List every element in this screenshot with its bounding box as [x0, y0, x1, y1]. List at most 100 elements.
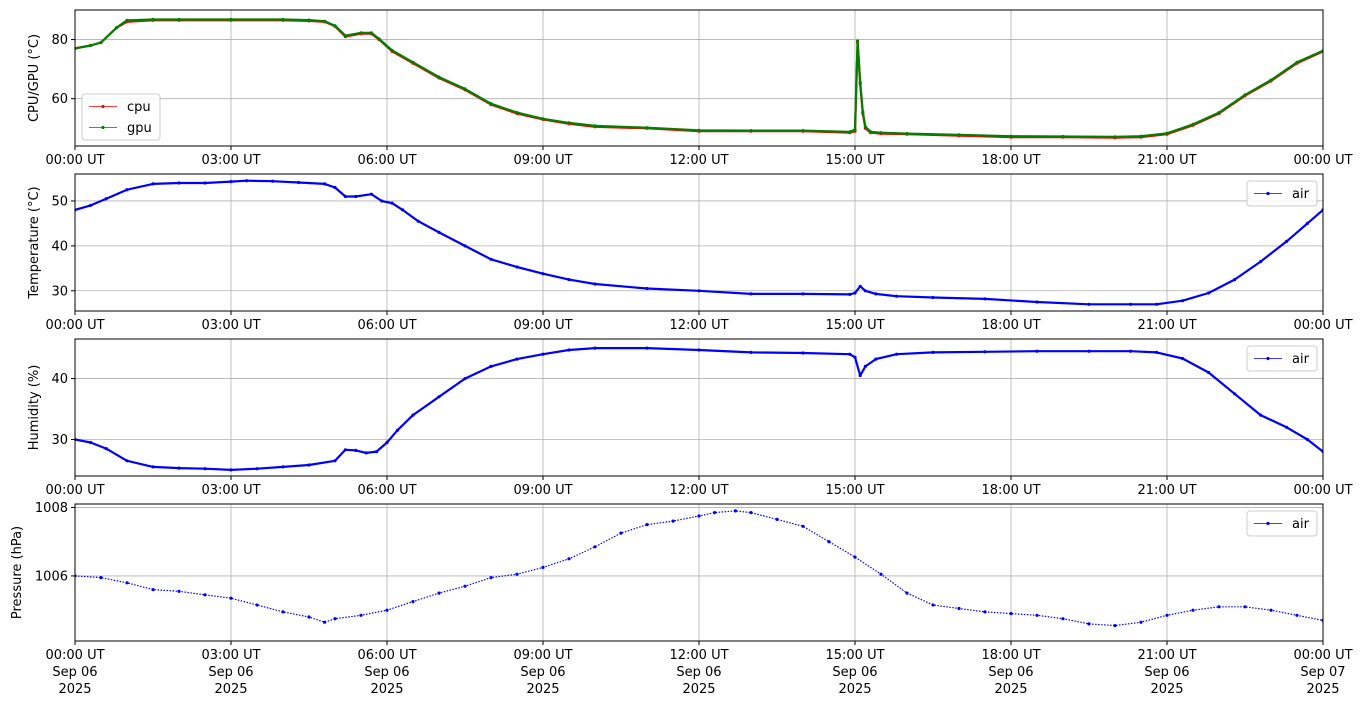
data-point: [645, 346, 649, 350]
legend-box: [81, 93, 161, 141]
data-point: [245, 179, 249, 183]
data-point: [905, 591, 909, 595]
data-point: [645, 523, 649, 527]
data-point: [858, 80, 862, 84]
data-point: [359, 613, 363, 617]
x-tick-label: 06:00 UT: [357, 648, 416, 663]
data-point: [1139, 620, 1143, 624]
x-tick-date: Sep 06: [988, 665, 1033, 680]
x-tick-label: 03:00 UT: [201, 153, 260, 168]
data-point: [848, 292, 852, 296]
data-point: [515, 265, 519, 269]
data-point: [848, 130, 852, 134]
legend-label: gpu: [127, 121, 152, 136]
data-point: [463, 584, 467, 588]
data-point: [255, 603, 259, 607]
x-tick-label: 18:00 UT: [981, 648, 1040, 663]
data-point: [697, 289, 701, 293]
legend-label: air: [1292, 517, 1310, 532]
data-point: [775, 517, 779, 522]
data-point: [271, 179, 275, 183]
data-point: [125, 459, 129, 463]
data-point: [323, 620, 327, 624]
data-point: [343, 34, 347, 38]
data-point: [567, 557, 571, 561]
data-point: [1155, 302, 1159, 306]
data-point: [856, 39, 860, 43]
y-tick-label: 80: [51, 33, 68, 48]
panel-2: 00:00 UT 03:00 UT 06:00 UT 09:00 UT 12:00 UT…: [27, 173, 1353, 333]
x-tick-date: Sep 07: [1300, 665, 1345, 680]
data-point: [89, 43, 93, 48]
data-point: [713, 510, 717, 515]
data-point: [1087, 302, 1091, 306]
y-tick-label: 40: [51, 372, 68, 387]
x-tick-year: 2025: [682, 682, 715, 697]
data-point: [1233, 278, 1237, 282]
data-point: [853, 355, 857, 359]
data-point: [645, 286, 649, 291]
x-tick-label: 18:00 UT: [981, 483, 1040, 498]
data-point: [151, 588, 155, 592]
x-tick-year: 2025: [994, 682, 1027, 697]
data-point: [869, 130, 873, 134]
data-point: [151, 17, 155, 22]
data-point: [1217, 111, 1221, 115]
x-tick-label: 00:00 UT: [45, 153, 104, 168]
data-point: [983, 610, 987, 614]
y-tick-label: 60: [51, 92, 68, 107]
legend: air: [1246, 510, 1318, 537]
legend-label: air: [1292, 352, 1310, 367]
data-point: [567, 121, 571, 125]
data-point: [541, 117, 545, 121]
data-point: [177, 466, 181, 470]
data-point: [229, 17, 233, 22]
data-point: [697, 348, 701, 352]
data-point: [343, 194, 347, 199]
x-tick-label: 21:00 UT: [1137, 648, 1196, 663]
data-point: [307, 18, 311, 22]
data-point: [1243, 605, 1247, 609]
x-tick-date: Sep 06: [364, 665, 409, 680]
y-axis-label: Humidity (%): [27, 365, 42, 451]
data-point: [281, 465, 285, 469]
data-point: [619, 531, 623, 535]
data-point: [1035, 349, 1039, 353]
data-point: [1139, 134, 1143, 138]
y-axis-label: Pressure (hPa): [10, 526, 25, 619]
data-point: [801, 524, 805, 528]
data-point: [853, 291, 857, 295]
data-point: [333, 185, 337, 190]
x-tick-year: 2025: [526, 682, 559, 697]
x-tick-date: Sep 06: [676, 665, 721, 680]
data-point: [983, 297, 987, 301]
data-point: [567, 348, 571, 352]
data-point: [863, 364, 868, 368]
data-point: [1269, 78, 1273, 82]
series-air: [75, 179, 1323, 306]
data-point: [749, 129, 753, 133]
data-point: [463, 244, 467, 248]
data-point: [593, 124, 597, 128]
data-point: [1129, 349, 1133, 353]
data-point: [1181, 356, 1185, 361]
data-point: [343, 448, 347, 452]
legend-swatch-marker: [101, 104, 105, 109]
data-point: [905, 132, 909, 136]
x-tick-label: 12:00 UT: [669, 483, 728, 498]
x-tick-date: Sep 06: [1144, 665, 1189, 680]
data-point: [879, 572, 883, 576]
data-point: [895, 352, 899, 356]
data-point: [359, 31, 363, 35]
data-point: [177, 17, 181, 22]
data-point: [801, 129, 805, 133]
data-point: [385, 608, 389, 612]
data-point: [827, 540, 831, 544]
data-point: [931, 350, 935, 354]
data-point: [1305, 437, 1309, 442]
data-point: [104, 447, 108, 451]
x-tick-label: 15:00 UT: [825, 483, 884, 498]
data-point: [333, 24, 337, 28]
x-tick-label: 09:00 UT: [513, 648, 572, 663]
data-point: [463, 377, 467, 381]
